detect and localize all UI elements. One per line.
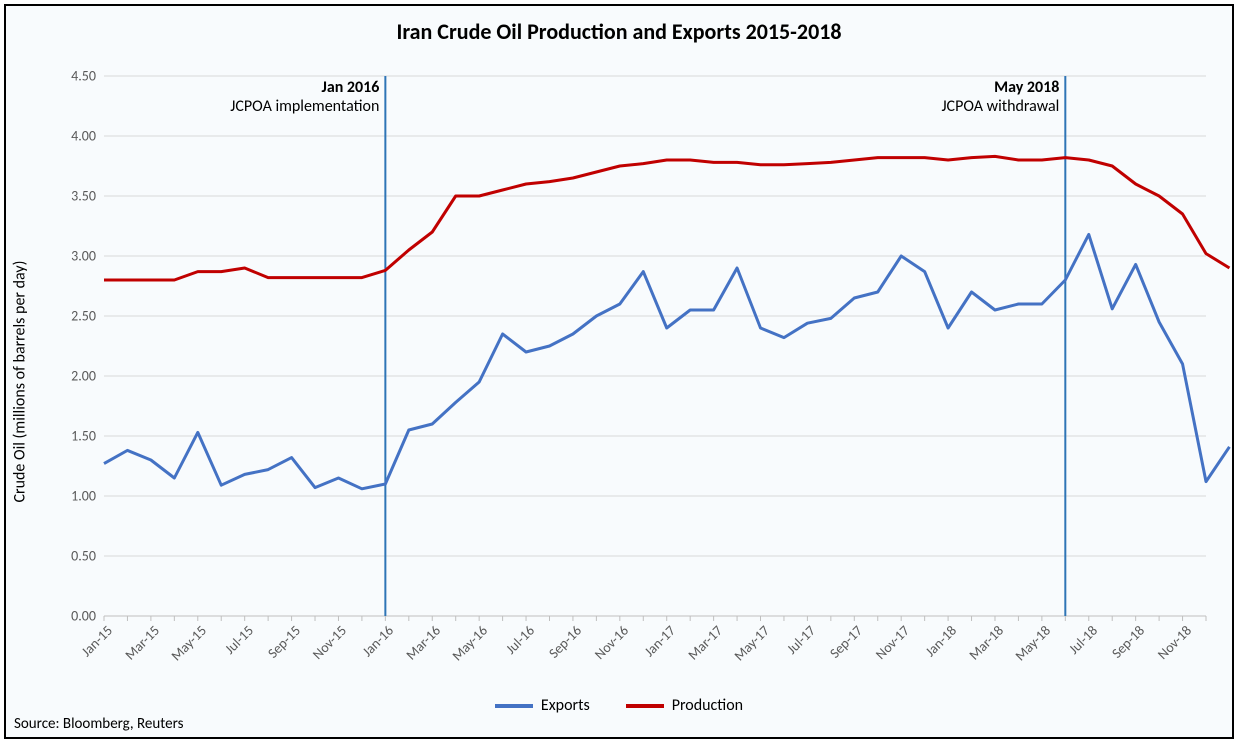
x-tick-label: Jan-17 <box>641 622 679 660</box>
x-tick-label: Mar-16 <box>403 622 444 663</box>
y-tick-label: 4.50 <box>71 68 96 85</box>
x-tick-label: May-18 <box>1011 622 1053 664</box>
x-tick-label: Mar-15 <box>121 622 162 663</box>
x-tick-label: Sep-15 <box>264 622 304 662</box>
x-tick-label: May-16 <box>449 622 491 664</box>
chart-title: Iran Crude Oil Production and Exports 20… <box>6 6 1232 45</box>
x-tick-label: Nov-15 <box>310 622 351 663</box>
y-tick-label: 1.50 <box>71 428 96 445</box>
x-tick-label: May-17 <box>730 622 772 664</box>
legend-label: Exports <box>541 696 590 715</box>
x-tick-label: Mar-17 <box>684 622 725 663</box>
legend-item: Exports <box>495 696 590 715</box>
legend-swatch <box>495 704 533 708</box>
legend-swatch <box>626 704 664 708</box>
y-tick-label: 2.00 <box>71 368 96 385</box>
legend-item: Production <box>626 696 743 715</box>
y-tick-label: 4.00 <box>71 128 96 145</box>
y-axis-label: Crude Oil (millions of barrels per day) <box>11 260 30 502</box>
source-text: Source: Bloomberg, Reuters <box>14 715 183 733</box>
x-tick-label: Sep-16 <box>545 622 585 662</box>
y-tick-label: 3.00 <box>71 248 96 265</box>
x-tick-label: Jan-18 <box>922 622 960 660</box>
y-tick-label: 0.50 <box>71 548 96 565</box>
x-tick-label: Nov-17 <box>872 622 913 663</box>
x-tick-label: Jan-16 <box>359 622 397 660</box>
y-tick-label: 1.00 <box>71 488 96 505</box>
x-tick-label: Nov-16 <box>591 622 632 663</box>
x-tick-label: Jul-15 <box>221 622 257 658</box>
legend: Exports Production <box>6 694 1232 716</box>
x-tick-label: Jul-16 <box>502 622 538 658</box>
annotation: Jan 2016JCPOA implementation <box>230 78 379 116</box>
x-tick-label: Nov-18 <box>1154 622 1195 663</box>
y-tick-label: 0.00 <box>71 608 96 625</box>
x-tick-label: Jan-15 <box>78 622 116 660</box>
x-tick-label: Mar-18 <box>966 622 1007 663</box>
chart-container: Iran Crude Oil Production and Exports 20… <box>4 4 1234 739</box>
x-tick-label: Jul-17 <box>784 622 820 658</box>
y-tick-label: 3.50 <box>71 188 96 205</box>
y-tick-label: 2.50 <box>71 308 96 325</box>
legend-label: Production <box>672 696 743 715</box>
x-tick-label: Sep-18 <box>1108 622 1148 662</box>
plot-svg <box>104 76 1206 616</box>
annotation: May 2018JCPOA withdrawal <box>941 78 1059 116</box>
x-tick-label: Sep-17 <box>827 622 867 662</box>
plot-area: 0.000.501.001.502.002.503.003.504.004.50… <box>104 76 1206 616</box>
x-tick-label: May-15 <box>167 622 209 664</box>
x-tick-label: Jul-18 <box>1065 622 1101 658</box>
